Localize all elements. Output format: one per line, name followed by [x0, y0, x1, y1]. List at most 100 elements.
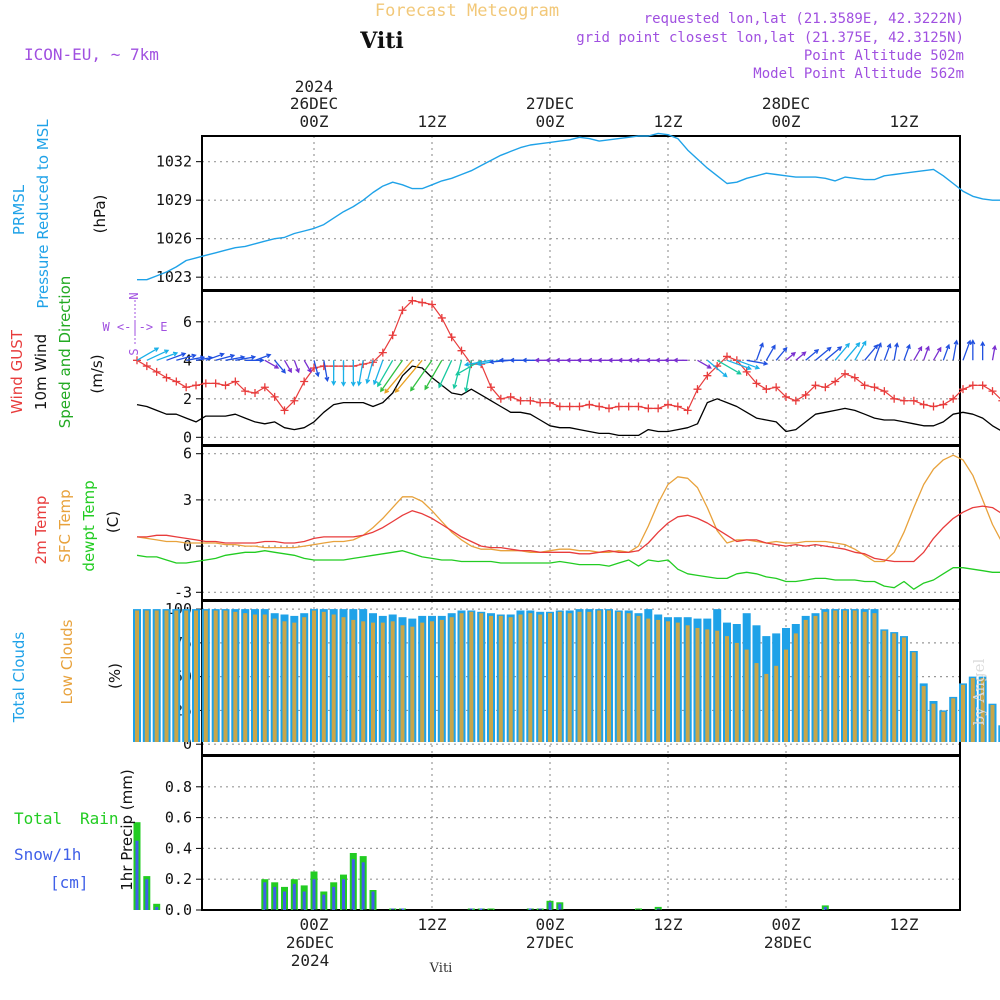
low-cloud-bar	[607, 610, 611, 742]
total-cloud-bar	[998, 725, 1000, 742]
wind-direction-arrow	[775, 346, 788, 361]
watermark: by Angel	[970, 658, 988, 725]
wind-direction-arrow	[893, 342, 900, 361]
low-cloud-bar	[872, 613, 877, 742]
low-cloud-bar	[843, 610, 847, 742]
wind-direction-arrow	[815, 346, 832, 361]
low-cloud-bar	[331, 614, 336, 742]
wind-direction-arrow	[942, 343, 951, 361]
gridpoint-coords: grid point closest lon,lat (21.375E, 42.…	[576, 30, 964, 46]
chart-title: Forecast Meteogram	[375, 1, 559, 21]
wind-direction-arrow	[424, 359, 443, 391]
gust-marker	[241, 387, 250, 396]
wind-direction-arrow	[962, 339, 972, 361]
snow-bar	[283, 891, 286, 910]
gust-marker	[408, 296, 417, 305]
snow-bar	[823, 906, 827, 910]
low-cloud-bar	[597, 610, 602, 742]
snow-bar	[322, 894, 326, 910]
snow-bar	[528, 908, 532, 910]
y-tick-label: 1026	[156, 230, 192, 248]
footer-location: Viti	[429, 961, 453, 976]
wind-direction-arrow	[824, 346, 843, 361]
gust-marker	[595, 402, 604, 411]
wind-direction-arrow	[303, 359, 312, 374]
low-cloud-bar	[626, 613, 631, 742]
low-cloud-bar	[292, 622, 297, 742]
snow-bar	[155, 906, 159, 910]
low-cloud-bar	[194, 610, 198, 742]
gust-marker	[900, 396, 908, 405]
gust-marker	[614, 402, 623, 411]
wind-direction-arrow	[805, 349, 820, 361]
gust-marker	[437, 313, 446, 322]
model-altitude: Model Point Altitude 562m	[753, 66, 964, 82]
rain-bar	[635, 908, 642, 910]
gust-marker	[860, 381, 869, 390]
precip-snow-label: Snow/1h	[14, 845, 81, 864]
precip-rain-label: Rain	[80, 809, 119, 828]
low-cloud-bar	[341, 617, 346, 742]
low-cloud-bar	[862, 611, 867, 742]
low-cloud-bar	[656, 619, 661, 742]
gust-marker	[870, 383, 879, 392]
wind-direction-arrow	[176, 353, 197, 361]
low-cloud-bar	[734, 642, 739, 742]
wind-direction-arrow	[235, 354, 257, 361]
gust-marker	[251, 389, 259, 398]
wind-direction-arrow	[341, 360, 346, 387]
gust-marker	[565, 402, 574, 411]
snow-bar	[135, 840, 139, 910]
snow-bar	[558, 903, 562, 910]
gust-marker	[290, 396, 299, 405]
sfc-temp-line	[136, 454, 1000, 563]
location-title: Viti	[359, 28, 404, 54]
y-tick-label: 3	[183, 491, 192, 509]
wind-direction-arrow	[254, 353, 272, 361]
wind-direction-arrow	[970, 339, 976, 361]
low-cloud-bar	[980, 678, 985, 742]
wind-direction-arrow	[372, 360, 384, 386]
precipitation-panel: 0.0 0.2 0.4 0.6 0.8	[133, 755, 961, 919]
wind-direction-arrow	[795, 351, 807, 361]
compass-icon: N W <-|-> E S	[102, 292, 167, 355]
y-tick-label: 0.8	[165, 778, 192, 796]
gust-marker	[526, 396, 535, 405]
pressure-label-2: Pressure Reduced to MSL	[34, 119, 52, 309]
top-year: 2024	[295, 77, 334, 96]
low-cloud-bar	[371, 622, 375, 742]
low-cloud-bar	[784, 649, 788, 742]
gust-marker	[664, 400, 672, 409]
y-tick-label: 6	[183, 313, 192, 331]
low-cloud-bar	[744, 649, 749, 742]
low-cloud-bar	[184, 610, 189, 742]
precip-total-label: Total	[14, 809, 62, 828]
snow-bar	[656, 908, 660, 910]
low-cloud-bar	[144, 610, 149, 742]
low-cloud-bar	[774, 665, 779, 742]
top-hour: 12Z	[890, 112, 919, 131]
wind-direction-arrow	[697, 359, 712, 369]
low-cloud-bar	[213, 610, 218, 742]
gust-marker	[762, 385, 771, 394]
low-cloud-bar	[951, 698, 956, 742]
wind-direction-arrow	[384, 359, 413, 394]
snow-bar	[391, 908, 395, 910]
panel-frame	[201, 135, 961, 291]
gust-marker	[506, 392, 515, 401]
wind-direction-arrow	[215, 353, 236, 361]
wind-direction-arrow	[607, 357, 619, 363]
wind-direction-arrow	[834, 342, 850, 361]
wind-direction-arrow	[350, 360, 356, 387]
low-cloud-bar	[725, 636, 729, 742]
bottom-hour: 12Z	[418, 915, 447, 934]
wind-direction-arrow	[365, 360, 374, 385]
gust-marker	[968, 381, 977, 390]
temp-2m-label: 2m Temp	[32, 496, 50, 565]
low-cloud-bar	[262, 614, 267, 742]
snow-bar	[292, 883, 296, 910]
rain-bar	[487, 908, 495, 910]
gust-marker	[654, 404, 663, 413]
gust-marker	[890, 394, 899, 403]
wind-direction-arrow	[264, 359, 280, 369]
